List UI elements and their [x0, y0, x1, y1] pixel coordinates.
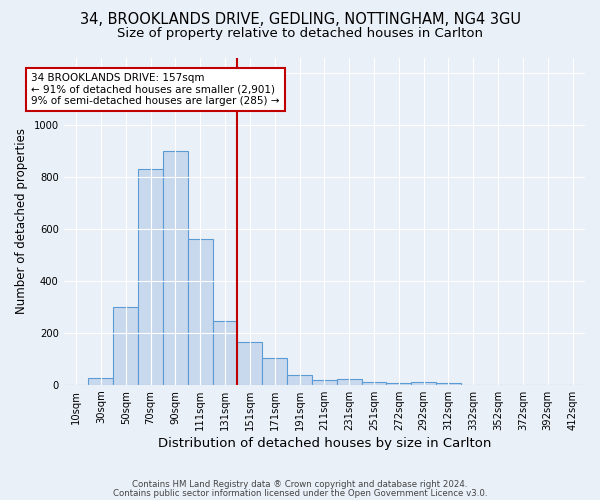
Bar — [362, 382, 386, 385]
Bar — [436, 382, 461, 385]
Bar — [287, 375, 312, 385]
Text: 34 BROOKLANDS DRIVE: 157sqm
← 91% of detached houses are smaller (2,901)
9% of s: 34 BROOKLANDS DRIVE: 157sqm ← 91% of det… — [31, 73, 280, 106]
Bar — [337, 379, 362, 385]
Y-axis label: Number of detached properties: Number of detached properties — [15, 128, 28, 314]
Bar — [238, 342, 262, 385]
Bar — [411, 382, 436, 385]
Text: Size of property relative to detached houses in Carlton: Size of property relative to detached ho… — [117, 28, 483, 40]
Bar — [188, 240, 212, 385]
X-axis label: Distribution of detached houses by size in Carlton: Distribution of detached houses by size … — [158, 437, 491, 450]
Bar — [113, 307, 138, 385]
Text: Contains HM Land Registry data ® Crown copyright and database right 2024.: Contains HM Land Registry data ® Crown c… — [132, 480, 468, 489]
Bar — [262, 358, 287, 385]
Bar — [212, 321, 238, 385]
Text: 34, BROOKLANDS DRIVE, GEDLING, NOTTINGHAM, NG4 3GU: 34, BROOKLANDS DRIVE, GEDLING, NOTTINGHA… — [79, 12, 521, 28]
Bar — [88, 378, 113, 385]
Bar — [312, 380, 337, 385]
Bar — [138, 169, 163, 385]
Text: Contains public sector information licensed under the Open Government Licence v3: Contains public sector information licen… — [113, 488, 487, 498]
Bar — [163, 151, 188, 385]
Bar — [386, 382, 411, 385]
